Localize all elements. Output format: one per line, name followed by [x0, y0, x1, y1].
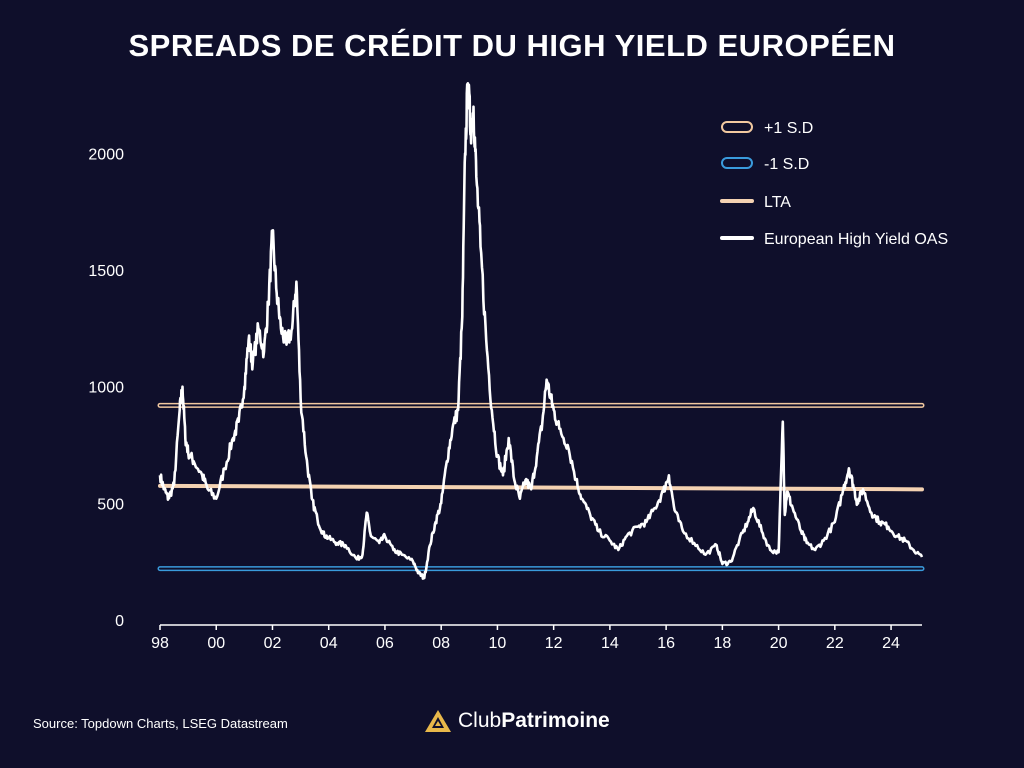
- legend-label: -1 S.D: [764, 156, 809, 173]
- x-tick-label: 10: [489, 635, 507, 652]
- x-tick-label: 00: [207, 635, 225, 652]
- legend-label: +1 S.D: [764, 120, 813, 137]
- x-tick-label: 24: [882, 635, 900, 652]
- pyramid-logo-icon: [425, 710, 451, 732]
- x-tick-label: 12: [545, 635, 563, 652]
- x-tick-label: 98: [151, 635, 169, 652]
- y-tick-label: 1500: [88, 263, 124, 280]
- x-tick-label: 14: [601, 635, 619, 652]
- legend-swatch-outlined: [721, 157, 753, 169]
- x-tick-label: 16: [657, 635, 675, 652]
- chart-title: SPREADS DE CRÉDIT DU HIGH YIELD EUROPÉEN: [128, 28, 896, 63]
- legend: +1 S.D -1 S.D LTA European High Yield OAS: [720, 120, 948, 248]
- series-lta-line: [158, 483, 924, 492]
- brand-name: ClubPatrimoine: [458, 709, 610, 733]
- y-tick-label: 0: [115, 613, 124, 630]
- x-tick-label: 08: [432, 635, 450, 652]
- series-oas-line: [158, 82, 924, 580]
- brand-logo: ClubPatrimoine: [424, 708, 610, 734]
- x-tick-label: 18: [713, 635, 731, 652]
- y-tick-label: 2000: [88, 146, 124, 163]
- legend-swatch-outlined: [721, 121, 753, 133]
- x-tick-label: 06: [376, 635, 394, 652]
- brand-name-part1: Club: [458, 709, 502, 732]
- source-note: Source: Topdown Charts, LSEG Datastream: [33, 716, 288, 731]
- brand-name-part2: Patrimoine: [501, 709, 610, 732]
- legend-label: LTA: [764, 194, 791, 211]
- legend-label: European High Yield OAS: [764, 231, 948, 248]
- x-tick-label: 02: [264, 635, 282, 652]
- x-tick-label: 20: [770, 635, 788, 652]
- x-tick-label: 04: [320, 635, 338, 652]
- y-tick-label: 1000: [88, 380, 124, 397]
- x-tick-label: 22: [826, 635, 844, 652]
- y-tick-label: 500: [97, 496, 124, 513]
- axes: 98 00 02 04 06 08 10 12 14 16 18 20 22 24 0 500 1000 1500…: [88, 146, 922, 652]
- plot-area: [157, 82, 925, 580]
